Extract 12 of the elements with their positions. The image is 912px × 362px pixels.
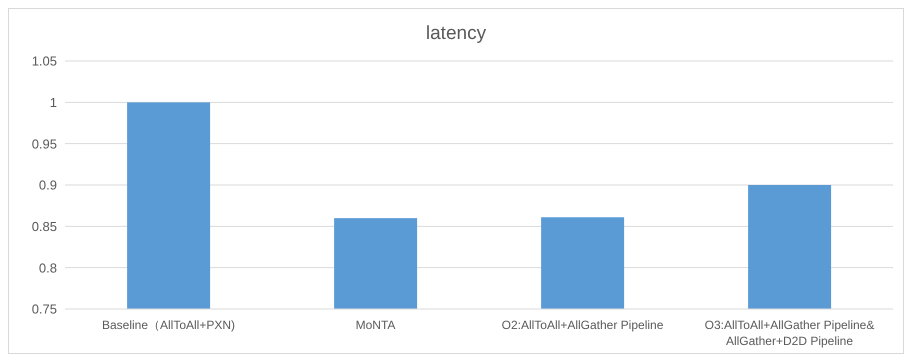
x-tick-label: O2:AllToAll+AllGather Pipeline: [502, 318, 664, 332]
y-tick-label: 1.05: [32, 54, 57, 69]
y-tick-label: 0.85: [32, 218, 57, 234]
x-tick-label: Baseline（AllToAll+PXN): [102, 318, 236, 332]
y-tick-label: 0.75: [32, 302, 57, 317]
x-tick-label: O3:AllToAll+AllGather Pipeline& AllGather+D2D Pipeline: [704, 318, 874, 348]
y-tick-label: 0.8: [38, 260, 57, 276]
y-tick-label: 0.95: [32, 136, 57, 152]
chart-title: latency: [424, 22, 488, 46]
y-tick-label: 0.9: [38, 178, 57, 193]
y-tick-label: 1: [50, 94, 57, 110]
x-tick-label: MoNTA: [356, 318, 396, 332]
